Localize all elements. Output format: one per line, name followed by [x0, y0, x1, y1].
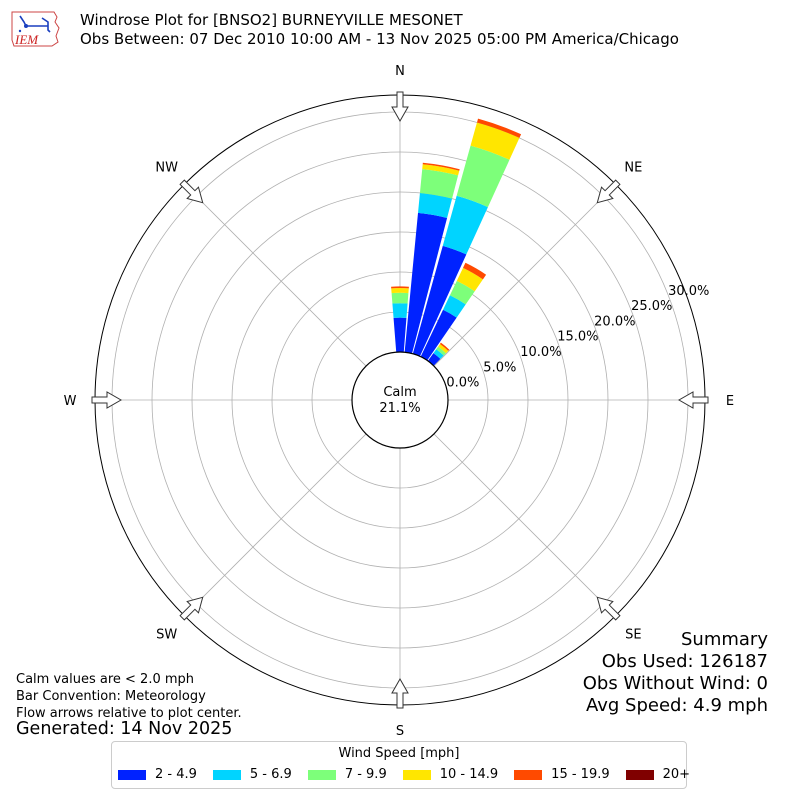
legend-item: 10 - 14.9: [402, 767, 499, 782]
bar-convention-note: Bar Convention: Meteorology: [16, 689, 206, 704]
legend-item: 7 - 9.9: [307, 767, 387, 782]
notes: Calm values are < 2.0 mph Bar Convention…: [16, 671, 242, 722]
logo-text: IEM: [14, 32, 39, 47]
windrose-bar-segment: [419, 169, 459, 199]
windrose-bar-segment: [463, 262, 487, 280]
legend-title: Wind Speed [mph]: [338, 746, 460, 761]
legend-swatch: [307, 769, 336, 780]
flow-arrow-icon: [179, 596, 204, 621]
flow-arrow-icon: [391, 677, 409, 709]
calm-note: Calm values are < 2.0 mph: [16, 672, 195, 687]
windrose-bar-segment: [456, 145, 510, 208]
windrose-bar-segment: [404, 212, 448, 354]
windrose-bar-segment: [422, 162, 460, 171]
flow-arrow-icon: [677, 391, 709, 409]
legend-label: 2 - 4.9: [155, 767, 197, 782]
windrose-bar-segment: [439, 342, 450, 351]
radial-tick-label: 5.0%: [483, 360, 516, 375]
flow-arrow-icon: [596, 596, 621, 621]
windrose-bar-segment: [438, 343, 449, 354]
radial-tick-label: 15.0%: [557, 330, 598, 345]
legend-swatch: [514, 769, 543, 780]
legend-item: 2 - 4.9: [118, 767, 197, 782]
legend-label: 7 - 9.9: [344, 767, 387, 782]
generated-date: Generated: 14 Nov 2025: [16, 719, 233, 739]
direction-label-n: N: [395, 64, 405, 79]
direction-label-sw: SW: [156, 627, 177, 642]
direction-label-se: SE: [625, 627, 641, 642]
direction-label-ne: NE: [624, 161, 642, 176]
windrose-bar-segment: [449, 280, 475, 305]
iem-logo: IEM: [11, 11, 60, 47]
windrose-bar-segment: [443, 295, 466, 318]
windrose-bar-segment: [393, 317, 407, 353]
direction-labels: N NE E SE S SW W NW: [64, 64, 735, 739]
legend-label: 15 - 19.9: [551, 767, 610, 782]
legend-items: 2 - 4.9 5 - 6.9 7 - 9.9 10 - 14.9 15 - 19.9 2…: [118, 767, 690, 782]
windrose-bar-segment: [392, 303, 408, 318]
chart-title: Windrose Plot for [BNSO2] BURNEYVILLE ME…: [80, 11, 679, 49]
radial-tick-label: 25.0%: [631, 299, 672, 314]
avg-speed: Avg Speed: 4.9 mph: [586, 695, 768, 716]
legend-swatch: [118, 769, 146, 780]
legend-label: 10 - 14.9: [439, 767, 499, 782]
title-line-2: Obs Between: 07 Dec 2010 10:00 AM - 13 N…: [80, 30, 679, 48]
radial-tick-label: 20.0%: [594, 314, 635, 329]
windrose-bar-segment: [412, 245, 467, 357]
direction-label-w: W: [64, 394, 77, 409]
windrose-bar-segment: [420, 309, 457, 361]
radial-tick-label: 10.0%: [520, 345, 561, 360]
windrose-bars: [391, 118, 522, 366]
flow-arrows: [91, 91, 709, 709]
title-line-1: Windrose Plot for [BNSO2] BURNEYVILLE ME…: [80, 11, 463, 29]
calm-circle: Calm 21.1%: [351, 351, 449, 449]
calm-value: 21.1%: [379, 401, 420, 416]
calm-label: Calm: [383, 385, 416, 400]
windrose-bar-segment: [391, 292, 409, 304]
windrose-bar-segment: [422, 164, 460, 176]
legend-swatch: [402, 769, 431, 780]
legend-label: 20+: [662, 767, 691, 782]
direction-label-e: E: [726, 394, 734, 409]
legend-swatch: [625, 769, 654, 780]
flow-arrow-icon: [179, 179, 204, 204]
radial-tick-label: 0.0%: [446, 376, 479, 391]
legend: Wind Speed [mph] 2 - 4.9 5 - 6.9 7 - 9.9 10…: [111, 741, 690, 789]
flow-arrow-icon: [91, 391, 123, 409]
windrose-bar-segment: [442, 195, 488, 255]
direction-label-nw: NW: [155, 161, 178, 176]
windrose-bar-segment: [391, 286, 409, 289]
windrose-bar-segment: [436, 346, 446, 356]
flow-arrow-icon: [596, 179, 621, 204]
radial-tick-labels: 0.0% 5.0% 10.0%15.0%20.0%25.0%30.0%: [446, 284, 709, 391]
obs-used: Obs Used: 126187: [601, 651, 768, 672]
windrose-bar-segment: [456, 267, 483, 292]
legend-swatch: [212, 769, 241, 780]
windrose-bar-segment: [418, 192, 453, 218]
legend-label: 5 - 6.9: [249, 767, 292, 782]
direction-label-s: S: [396, 724, 404, 739]
summary: Summary Obs Used: 126187 Obs Without Win…: [583, 629, 768, 717]
windrose-bar-segment: [470, 122, 520, 160]
legend-item: 5 - 6.9: [212, 767, 292, 782]
flow-arrow-note: Flow arrows relative to plot center.: [16, 706, 242, 721]
flow-arrow-icon: [391, 91, 409, 123]
windrose-bar-segment: [433, 349, 444, 359]
obs-without-wind: Obs Without Wind: 0: [582, 673, 768, 694]
radial-tick-label: 30.0%: [668, 284, 709, 299]
legend-item: 20+: [625, 767, 691, 782]
summary-title: Summary: [681, 629, 768, 650]
windrose-bar-segment: [476, 118, 522, 138]
windrose-bar-segment: [391, 288, 409, 294]
legend-item: 15 - 19.9: [514, 767, 610, 782]
